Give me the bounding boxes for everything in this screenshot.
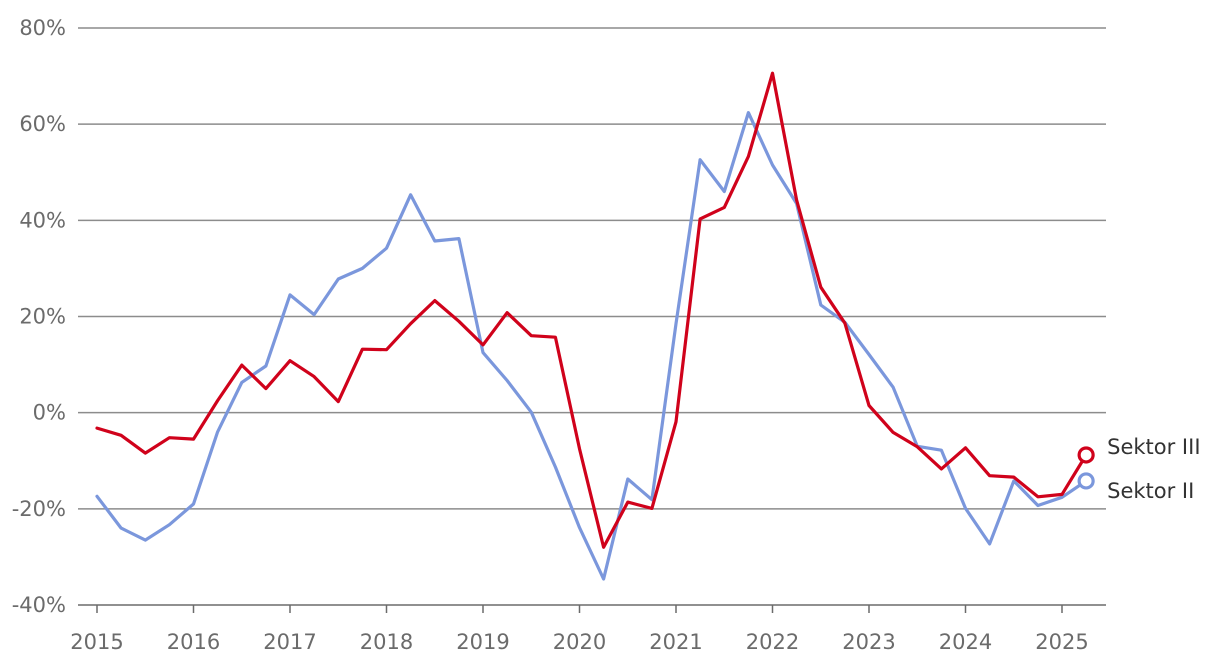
series-label-sektor-iii: Sektor III (1107, 435, 1200, 459)
series-label-sektor-ii: Sektor II (1107, 479, 1194, 503)
y-tick-label: -40% (12, 593, 66, 617)
y-tick-label: 60% (19, 112, 66, 136)
x-tick-label: 2023 (842, 630, 895, 654)
series-line-sektor-iii (95, 71, 1088, 549)
series-lines (95, 71, 1095, 581)
x-tick-label: 2019 (456, 630, 509, 654)
x-tick-label: 2025 (1035, 630, 1088, 654)
x-tick-label: 2015 (70, 630, 123, 654)
x-tick-label: 2024 (939, 630, 992, 654)
end-marker-sektor-iii (1077, 446, 1095, 464)
x-tick-label: 2016 (167, 630, 220, 654)
gridlines (78, 27, 1106, 510)
y-tick-label: -20% (12, 497, 66, 521)
y-tick-label: 80% (19, 16, 66, 40)
x-tick-label: 2022 (746, 630, 799, 654)
tick-labels: -40% -20% 0% 20% 40% 60% 80% 2015 2016 2017 2018 20… (12, 16, 1201, 654)
x-tick-label: 2018 (360, 630, 413, 654)
axes (78, 604, 1106, 613)
y-tick-label: 20% (19, 305, 66, 329)
x-tick-label: 2021 (649, 630, 702, 654)
x-tick-label: 2017 (263, 630, 316, 654)
end-marker-sektor-ii (1077, 472, 1095, 490)
series-line-sektor-ii (95, 110, 1088, 581)
y-tick-label: 0% (33, 401, 66, 425)
y-tick-label: 40% (19, 208, 66, 232)
x-tick-label: 2020 (553, 630, 606, 654)
